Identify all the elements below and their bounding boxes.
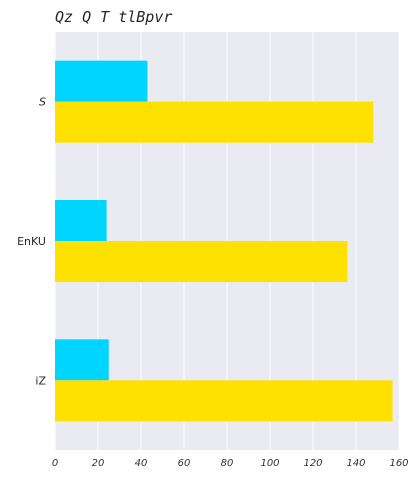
x-tick-label: 20: [92, 458, 105, 469]
bar-enku-series-2: [55, 241, 348, 282]
bar-s-series-1: [55, 60, 148, 102]
y-axis-ticks: S EnKU iZ: [17, 96, 46, 388]
x-tick-label: 100: [260, 458, 279, 469]
y-tick-label: iZ: [35, 374, 46, 387]
x-tick-label: 60: [178, 458, 191, 469]
x-tick-label: 80: [221, 458, 234, 469]
bar-iz-series-2: [55, 380, 393, 422]
y-tick-label: EnKU: [17, 235, 46, 248]
y-tick-label: S: [39, 96, 46, 109]
chart-title: Qz Q T tlBpvr: [55, 8, 172, 26]
x-tick-label: 40: [135, 458, 148, 469]
x-tick-label: 0: [52, 458, 58, 469]
x-tick-label: 120: [303, 458, 322, 469]
bar-enku-series-1: [55, 200, 107, 241]
x-axis-ticks: 0 20 40 60 80 100 120 140 160: [52, 458, 409, 469]
bar-s-series-2: [55, 101, 374, 143]
bar-iz-series-1: [55, 339, 109, 381]
x-tick-label: 160: [389, 458, 408, 469]
x-tick-label: 140: [346, 458, 365, 469]
bars: [55, 60, 393, 422]
